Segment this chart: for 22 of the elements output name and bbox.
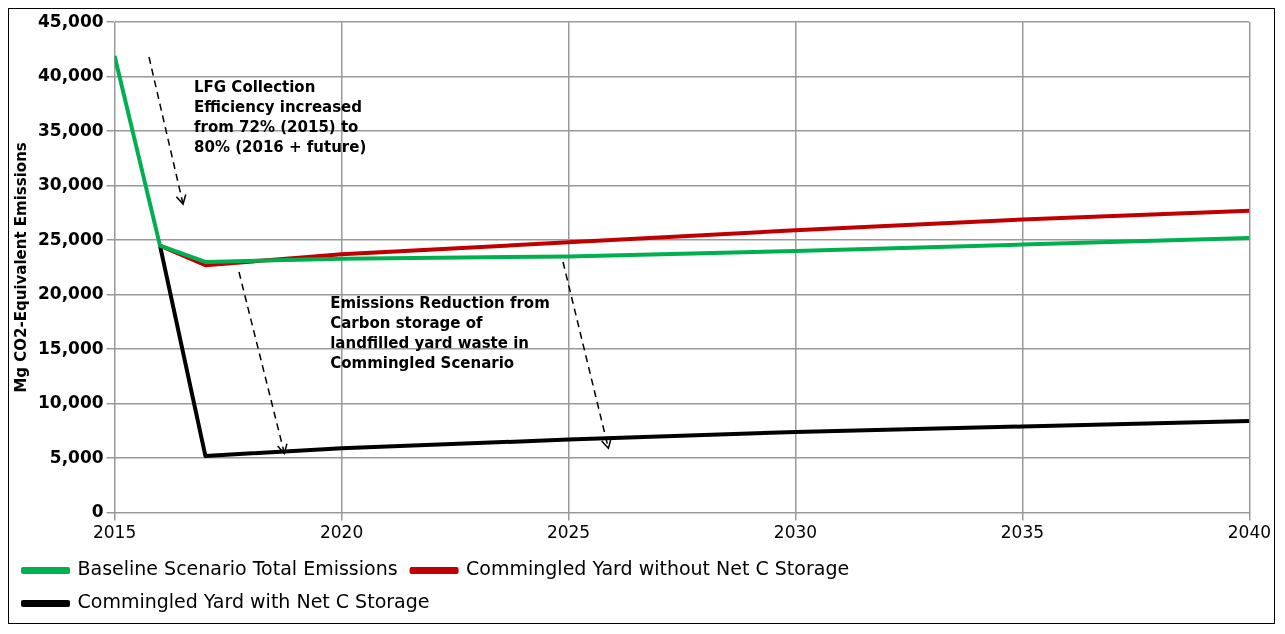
y-tick-label: 25,000 bbox=[37, 228, 104, 249]
x-tick-label: 2025 bbox=[546, 522, 591, 543]
y-tick-label: 15,000 bbox=[37, 337, 104, 358]
y-tick-label: 40,000 bbox=[37, 65, 104, 86]
annotation: LFG Collection Efficiency increased from 72% (2015) to 80% (2016 + future) bbox=[194, 78, 367, 157]
y-tick-label: 45,000 bbox=[37, 10, 104, 31]
x-tick-label: 2035 bbox=[1000, 522, 1045, 543]
legend-label: Commingled Yard with Net C Storage bbox=[77, 590, 430, 613]
legend-label: Baseline Scenario Total Emissions bbox=[77, 557, 398, 580]
y-tick-label: 20,000 bbox=[37, 283, 104, 304]
y-tick-label: 10,000 bbox=[37, 392, 104, 413]
x-tick-label: 2030 bbox=[773, 522, 818, 543]
x-tick-label: 2040 bbox=[1227, 522, 1271, 543]
y-tick-label: 35,000 bbox=[37, 119, 104, 140]
x-tick-label: 2015 bbox=[92, 522, 137, 543]
x-tick-label: 2020 bbox=[319, 522, 364, 543]
y-tick-label: 5,000 bbox=[49, 446, 104, 467]
legend-label: Commingled Yard without Net C Storage bbox=[466, 557, 850, 580]
y-tick-label: 30,000 bbox=[37, 174, 104, 195]
annotation: Emissions Reduction from Carbon storage of landfilled yard waste in Commingled Scenario bbox=[330, 294, 550, 373]
y-tick-label: 0 bbox=[91, 501, 104, 522]
y-axis-title: Mg CO2-Equivalent Emissions bbox=[11, 142, 30, 393]
